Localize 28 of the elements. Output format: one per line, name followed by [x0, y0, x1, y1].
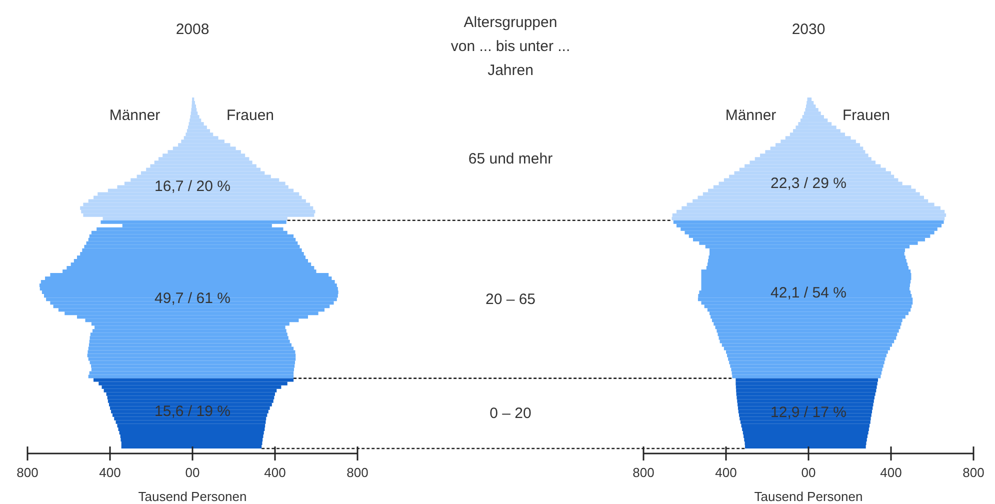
x-axis-title: Tausend Personen: [138, 489, 247, 504]
annotation: 49,7 / 61 %: [154, 290, 230, 308]
series-label: Frauen: [842, 107, 890, 124]
text: Altersgruppen von ... bis unter ... Jahren: [450, 14, 570, 79]
x-tick-label: 800: [962, 465, 984, 480]
x-axis-title: Tausend Personen: [754, 489, 863, 504]
series-label: Männer: [109, 107, 160, 124]
series-label: Männer: [725, 107, 776, 124]
text: 20 – 65: [485, 290, 536, 308]
x-tick-label: 400: [715, 465, 737, 480]
x-tick-label: 400: [880, 465, 902, 480]
x-tick-label: 400: [99, 465, 121, 480]
x-tick-label: 800: [346, 465, 368, 480]
series-label: Frauen: [226, 107, 274, 124]
annotation: 22,3 / 29 %: [770, 175, 846, 192]
x-tick-label: 00: [801, 465, 816, 480]
text: 65 und mehr: [468, 150, 553, 168]
chart-title: 2030: [792, 21, 826, 38]
x-tick-label: 800: [16, 465, 38, 480]
chart-title: 2008: [176, 21, 210, 38]
x-tick-label: 00: [185, 465, 200, 480]
text: 0 – 20: [490, 404, 532, 422]
annotation: 12,9 / 17 %: [770, 404, 846, 421]
x-tick-label: 800: [632, 465, 654, 480]
annotation: 16,7 / 20 %: [154, 178, 230, 196]
annotation: 15,6 / 19 %: [154, 402, 230, 420]
annotation: 42,1 / 54 %: [770, 284, 846, 302]
x-tick-label: 400: [264, 465, 286, 480]
